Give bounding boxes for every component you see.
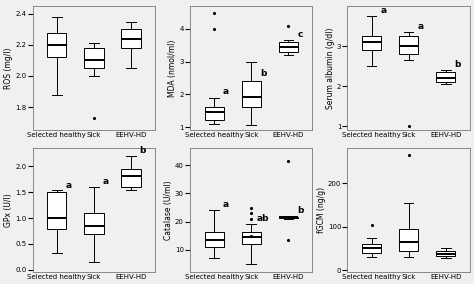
PathPatch shape [399, 229, 418, 251]
Text: a: a [223, 87, 229, 96]
Y-axis label: Serum albumin (g/dl): Serum albumin (g/dl) [326, 28, 335, 109]
Text: b: b [260, 69, 266, 78]
Text: ab: ab [257, 214, 269, 223]
PathPatch shape [47, 32, 66, 57]
PathPatch shape [279, 217, 298, 218]
PathPatch shape [121, 30, 141, 48]
PathPatch shape [436, 251, 456, 256]
PathPatch shape [362, 36, 381, 50]
Y-axis label: MDA (nmol/ml): MDA (nmol/ml) [168, 39, 177, 97]
PathPatch shape [121, 169, 141, 187]
PathPatch shape [84, 48, 104, 68]
Text: c: c [298, 30, 303, 39]
PathPatch shape [399, 36, 418, 54]
PathPatch shape [205, 231, 224, 247]
PathPatch shape [242, 231, 261, 244]
Y-axis label: GPx (U/l): GPx (U/l) [4, 193, 13, 227]
PathPatch shape [436, 72, 456, 82]
PathPatch shape [362, 244, 381, 253]
Y-axis label: fGCM (ng/g): fGCM (ng/g) [317, 187, 326, 233]
PathPatch shape [205, 107, 224, 120]
Text: a: a [66, 181, 72, 190]
Text: a: a [380, 6, 386, 15]
Y-axis label: ROS (mg/l): ROS (mg/l) [4, 47, 13, 89]
Text: a: a [103, 177, 109, 185]
Text: b: b [455, 60, 461, 69]
PathPatch shape [242, 81, 261, 107]
Text: a: a [223, 200, 229, 209]
Text: a: a [418, 22, 424, 31]
PathPatch shape [84, 213, 104, 234]
Y-axis label: Catalase (U/ml): Catalase (U/ml) [164, 181, 173, 240]
PathPatch shape [279, 42, 298, 52]
PathPatch shape [47, 192, 66, 229]
Text: b: b [140, 146, 146, 155]
Text: b: b [297, 206, 303, 215]
